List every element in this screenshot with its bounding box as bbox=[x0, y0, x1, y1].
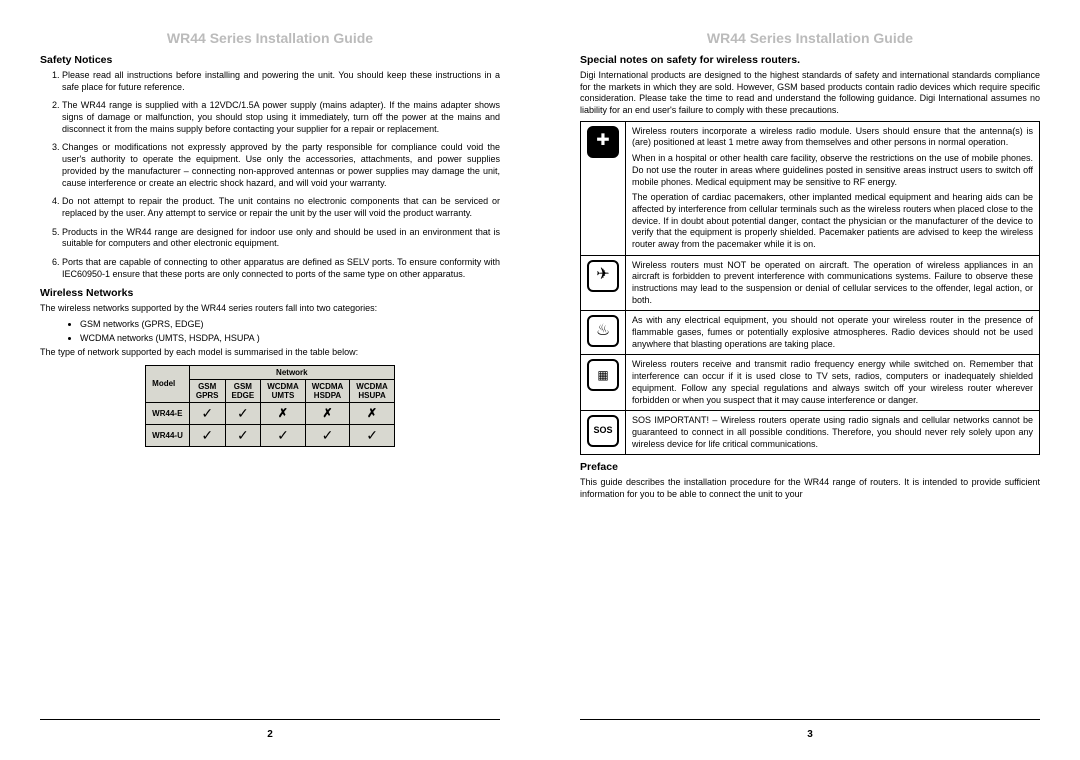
bottom-rule bbox=[580, 719, 1040, 720]
model-cell: WR44-E bbox=[146, 402, 190, 424]
safety-icon-table: ✚ Wireless routers incorporate a wireles… bbox=[580, 121, 1040, 456]
safety-para: The operation of cardiac pacemakers, oth… bbox=[632, 192, 1033, 250]
model-cell: WR44-U bbox=[146, 424, 190, 446]
icon-cell: ✈ bbox=[581, 255, 626, 311]
safety-text-cell: SOS IMPORTANT! – Wireless routers operat… bbox=[626, 411, 1040, 455]
table-cell: ✓ bbox=[189, 402, 225, 424]
network-table: Model Network GSMGPRS GSMEDGE WCDMAUMTS … bbox=[145, 365, 395, 447]
table-cell: ✓ bbox=[305, 424, 350, 446]
safety-item: The WR44 range is supplied with a 12VDC/… bbox=[62, 100, 500, 135]
safety-para: Wireless routers incorporate a wireless … bbox=[632, 126, 1033, 149]
sos-icon: SOS bbox=[587, 415, 619, 447]
safety-text-cell: Wireless routers receive and transmit ra… bbox=[626, 355, 1040, 411]
icon-cell: SOS bbox=[581, 411, 626, 455]
wireless-intro: The wireless networks supported by the W… bbox=[40, 303, 500, 315]
medical-icon: ✚ bbox=[587, 126, 619, 158]
safety-item: Please read all instructions before inst… bbox=[62, 70, 500, 93]
table-cell: ✗ bbox=[261, 402, 306, 424]
page-number: 3 bbox=[540, 729, 1080, 740]
safety-item: Products in the WR44 range are designed … bbox=[62, 227, 500, 250]
col-header: WCDMAUMTS bbox=[261, 379, 306, 402]
special-intro: Digi International products are designed… bbox=[580, 70, 1040, 117]
table-cell: ✓ bbox=[225, 402, 261, 424]
col-header: WCDMAHSUPA bbox=[350, 379, 395, 402]
safety-notices-title: Safety Notices bbox=[40, 54, 500, 66]
special-notes-title: Special notes on safety for wireless rou… bbox=[580, 54, 1040, 66]
table-cell: ✓ bbox=[225, 424, 261, 446]
preface-title: Preface bbox=[580, 461, 1040, 473]
safety-item: Changes or modifications not expressly a… bbox=[62, 142, 500, 189]
icon-cell: ▦ bbox=[581, 355, 626, 411]
bullet-item: WCDMA networks (UMTS, HSDPA, HSUPA ) bbox=[80, 333, 500, 343]
table-cell: ✗ bbox=[305, 402, 350, 424]
page-header-left: WR44 Series Installation Guide bbox=[40, 30, 500, 46]
model-header: Model bbox=[146, 365, 190, 402]
col-header: GSMEDGE bbox=[225, 379, 261, 402]
safety-text-cell: As with any electrical equipment, you sh… bbox=[626, 311, 1040, 355]
page-number: 2 bbox=[0, 729, 540, 740]
table-cell: ✓ bbox=[350, 424, 395, 446]
wireless-networks-title: Wireless Networks bbox=[40, 287, 500, 299]
bottom-rule bbox=[40, 719, 500, 720]
safety-list: Please read all instructions before inst… bbox=[40, 70, 500, 280]
safety-text-cell: Wireless routers incorporate a wireless … bbox=[626, 121, 1040, 255]
icon-cell: ✚ bbox=[581, 121, 626, 255]
left-page: WR44 Series Installation Guide Safety No… bbox=[0, 0, 540, 760]
interference-icon: ▦ bbox=[587, 359, 619, 391]
network-header: Network bbox=[189, 365, 394, 379]
page-header-right: WR44 Series Installation Guide bbox=[580, 30, 1040, 46]
table-cell: ✗ bbox=[350, 402, 395, 424]
aircraft-icon: ✈ bbox=[587, 260, 619, 292]
safety-para: When in a hospital or other health care … bbox=[632, 153, 1033, 188]
col-header: GSMGPRS bbox=[189, 379, 225, 402]
col-header: WCDMAHSDPA bbox=[305, 379, 350, 402]
table-intro: The type of network supported by each mo… bbox=[40, 347, 500, 359]
icon-cell: ♨ bbox=[581, 311, 626, 355]
flame-icon: ♨ bbox=[587, 315, 619, 347]
table-cell: ✓ bbox=[189, 424, 225, 446]
bullet-list: GSM networks (GPRS, EDGE) WCDMA networks… bbox=[40, 319, 500, 343]
table-cell: ✓ bbox=[261, 424, 306, 446]
safety-text-cell: Wireless routers must NOT be operated on… bbox=[626, 255, 1040, 311]
safety-item: Do not attempt to repair the product. Th… bbox=[62, 196, 500, 219]
right-page: WR44 Series Installation Guide Special n… bbox=[540, 0, 1080, 760]
preface-text: This guide describes the installation pr… bbox=[580, 477, 1040, 500]
safety-item: Ports that are capable of connecting to … bbox=[62, 257, 500, 280]
bullet-item: GSM networks (GPRS, EDGE) bbox=[80, 319, 500, 329]
